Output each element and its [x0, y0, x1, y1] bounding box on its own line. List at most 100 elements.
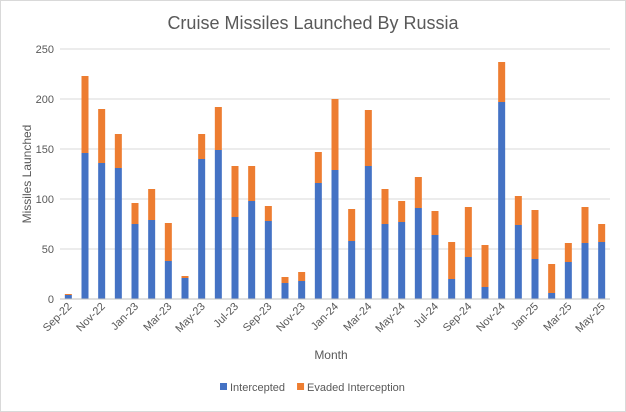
x-tick-label: Jul-23 — [211, 301, 241, 331]
bar-evaded-oct-23 — [281, 277, 289, 283]
bar-intercepted-apr-23 — [181, 278, 189, 299]
x-axis-title: Month — [314, 348, 347, 362]
y-axis-title: Missiles Launched — [20, 125, 34, 224]
bar-intercepted-oct-22 — [81, 153, 89, 299]
legend-swatch-evaded — [297, 383, 305, 390]
legend: Intercepted Evaded Interception — [220, 382, 405, 394]
bar-intercepted-jul-24 — [431, 235, 439, 299]
x-tick-label: Jan-25 — [509, 301, 541, 333]
bar-evaded-jan-24 — [331, 99, 339, 170]
x-tick-label: Jan-23 — [109, 301, 141, 333]
x-tick-label: Mar-24 — [341, 301, 374, 334]
bar-intercepted-apr-25 — [581, 243, 589, 299]
x-tick-label: Sep-22 — [41, 301, 75, 335]
x-tick-label: Nov-22 — [74, 301, 108, 335]
bar-intercepted-sep-23 — [264, 221, 272, 299]
x-tick-label: Sep-23 — [241, 301, 275, 335]
y-tick-label: 200 — [36, 94, 54, 106]
bar-evaded-may-24 — [398, 201, 406, 222]
bar-evaded-may-23 — [198, 134, 206, 159]
bar-intercepted-may-25 — [598, 242, 606, 299]
y-tick-label: 50 — [42, 244, 54, 256]
bar-evaded-mar-23 — [164, 223, 172, 261]
bar-intercepted-aug-23 — [248, 201, 256, 299]
bar-intercepted-dec-22 — [114, 168, 122, 299]
bar-intercepted-mar-23 — [164, 261, 172, 299]
bar-evaded-sep-23 — [264, 206, 272, 221]
bar-evaded-nov-22 — [98, 109, 106, 163]
bar-evaded-apr-25 — [581, 207, 589, 243]
legend-swatch-intercepted — [220, 383, 227, 390]
bar-intercepted-mar-25 — [564, 262, 572, 299]
bar-intercepted-dec-24 — [514, 225, 522, 299]
bar-evaded-feb-25 — [548, 264, 556, 293]
bar-evaded-apr-23 — [181, 276, 189, 278]
x-tick-label: Mar-23 — [141, 301, 174, 334]
bar-evaded-dec-23 — [314, 152, 322, 183]
bar-evaded-nov-23 — [298, 272, 306, 281]
bar-evaded-may-25 — [598, 224, 606, 242]
bar-intercepted-jan-23 — [131, 224, 139, 299]
x-tick-label: Nov-24 — [474, 301, 508, 335]
bar-evaded-jul-24 — [431, 211, 439, 235]
bar-evaded-oct-22 — [81, 76, 89, 153]
bar-evaded-jan-25 — [531, 210, 539, 259]
bar-intercepted-jun-24 — [414, 208, 422, 299]
bar-evaded-feb-23 — [148, 189, 156, 220]
bar-intercepted-dec-23 — [314, 183, 322, 299]
bar-evaded-jan-23 — [131, 203, 139, 224]
x-tick-label: Jan-24 — [309, 301, 341, 333]
bar-evaded-sep-22 — [64, 294, 72, 295]
bar-intercepted-may-24 — [398, 222, 406, 299]
bar-evaded-jun-24 — [414, 177, 422, 208]
bar-evaded-dec-24 — [514, 196, 522, 225]
bar-intercepted-feb-25 — [548, 293, 556, 299]
y-tick-label: 0 — [48, 294, 54, 306]
x-tick-label: Mar-25 — [541, 301, 574, 334]
bar-intercepted-jan-25 — [531, 259, 539, 299]
bar-intercepted-mar-24 — [364, 166, 372, 299]
bar-evaded-apr-24 — [381, 189, 389, 224]
bar-intercepted-aug-24 — [448, 279, 456, 299]
bar-intercepted-may-23 — [198, 159, 206, 299]
bar-intercepted-sep-24 — [464, 257, 472, 299]
bar-evaded-dec-22 — [114, 134, 122, 168]
bar-intercepted-jun-23 — [214, 150, 222, 299]
bar-intercepted-jan-24 — [331, 170, 339, 299]
bar-evaded-mar-24 — [364, 110, 372, 166]
bar-evaded-jun-23 — [214, 107, 222, 150]
bar-intercepted-feb-24 — [348, 241, 356, 299]
y-tick-label: 150 — [36, 144, 54, 156]
bar-intercepted-nov-24 — [498, 102, 506, 299]
bar-evaded-sep-24 — [464, 207, 472, 257]
bar-intercepted-apr-24 — [381, 224, 389, 299]
bar-evaded-aug-24 — [448, 242, 456, 279]
x-tick-label: Sep-24 — [441, 301, 475, 335]
bar-intercepted-nov-23 — [298, 281, 306, 299]
x-tick-label: Nov-23 — [274, 301, 308, 335]
bar-intercepted-oct-24 — [481, 287, 489, 299]
bars — [64, 62, 606, 299]
y-tick-label: 250 — [36, 44, 54, 56]
bar-evaded-nov-24 — [498, 62, 506, 102]
bar-intercepted-sep-22 — [64, 295, 72, 299]
x-tick-label: May-23 — [173, 301, 207, 335]
bar-intercepted-feb-23 — [148, 220, 156, 299]
bar-evaded-jul-23 — [231, 166, 239, 217]
legend-label-intercepted: Intercepted — [230, 382, 285, 394]
x-tick-label: May-25 — [573, 301, 607, 335]
x-tick-label: Jul-24 — [411, 301, 441, 331]
legend-label-evaded: Evaded Interception — [307, 382, 405, 394]
bar-intercepted-jul-23 — [231, 217, 239, 299]
y-tick-label: 100 — [36, 194, 54, 206]
bar-evaded-aug-23 — [248, 166, 256, 201]
bar-evaded-feb-24 — [348, 209, 356, 241]
bar-intercepted-nov-22 — [98, 163, 106, 299]
bar-intercepted-oct-23 — [281, 283, 289, 299]
chart-title: Cruise Missiles Launched By Russia — [167, 13, 459, 33]
bar-evaded-oct-24 — [481, 245, 489, 287]
x-tick-label: May-24 — [373, 301, 407, 335]
bar-evaded-mar-25 — [564, 243, 572, 262]
